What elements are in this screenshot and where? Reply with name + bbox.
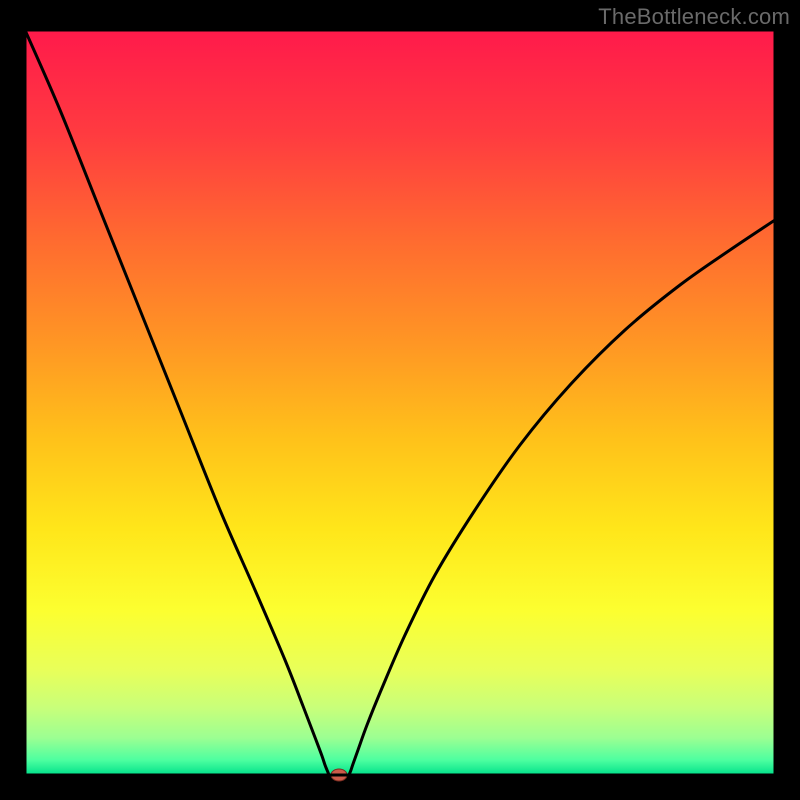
plot-background-gradient	[25, 30, 775, 775]
watermark-text: TheBottleneck.com	[598, 4, 790, 30]
bottleneck-chart	[0, 0, 800, 800]
